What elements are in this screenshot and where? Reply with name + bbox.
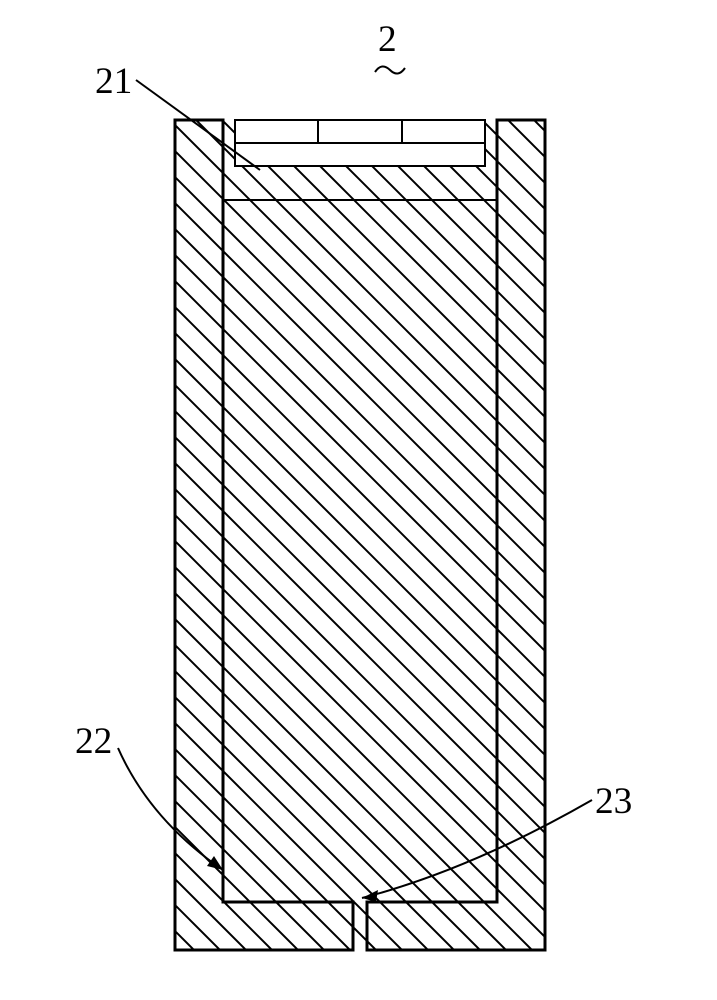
label-2: 2 [378,18,397,61]
top-insert-21 [235,120,485,166]
tilde-mark [375,66,405,73]
diagram-svg [0,0,717,1000]
label-21: 21 [95,60,132,103]
diagram-canvas: 2 21 22 23 [0,0,717,1000]
label-22: 22 [75,720,112,763]
label-23: 23 [595,780,632,823]
vessel-outline [175,120,545,950]
leader-22 [118,748,223,870]
leader-22-arrow [207,856,223,870]
